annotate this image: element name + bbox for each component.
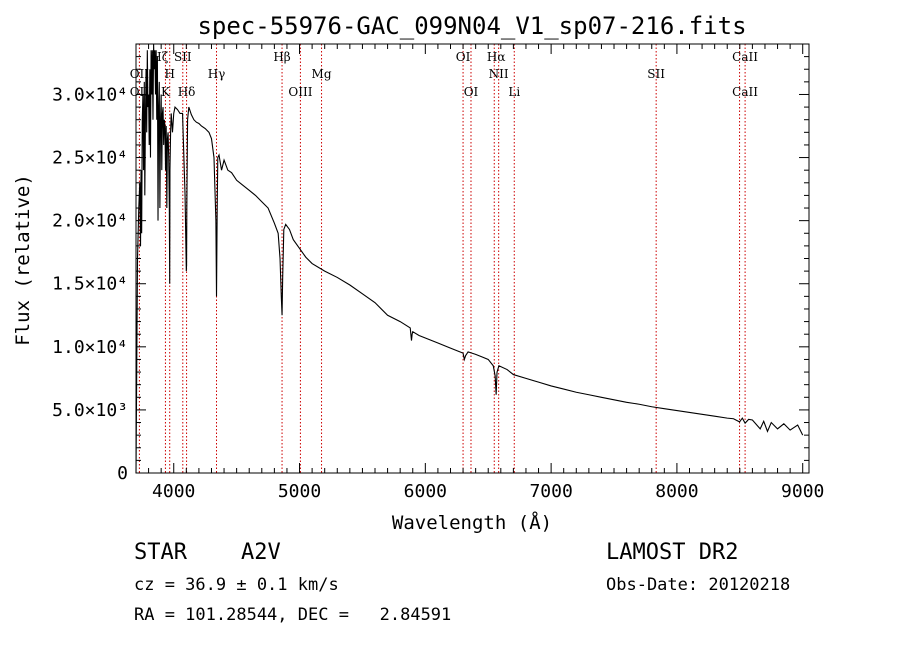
y-axis: 0 5.0×10³ 1.0×10⁴ 1.5×10⁴ 2.0×10⁴ 2.5×10⁴ 3.0×… — [52, 43, 809, 484]
spectral-line-labels: HζOIIOIIHKSIIHδHγHβOIIIMgOIOIHαNIILiSIIC… — [130, 50, 759, 99]
line-marker-label: OII — [130, 67, 150, 81]
line-marker-label: Li — [508, 85, 520, 99]
x-tick-label: 4000 — [152, 481, 195, 502]
line-marker-label: Hα — [487, 50, 506, 64]
line-marker-label: NII — [489, 67, 509, 81]
ra-dec-coordinates: RA = 101.28544, DEC = 2.84591 — [134, 605, 451, 625]
line-marker-label: CaII — [732, 85, 758, 99]
plot-frame — [135, 43, 810, 474]
y-tick-label: 3.0×10⁴ — [52, 84, 128, 105]
spectral-line-markers — [138, 44, 746, 473]
y-tick-label: 1.5×10⁴ — [52, 274, 128, 295]
x-tick-label: 6000 — [404, 481, 447, 502]
line-marker-label: SII — [647, 67, 665, 81]
line-marker-label: Mg — [312, 67, 332, 81]
line-marker-label: Hβ — [273, 50, 290, 64]
x-tick-label: 8000 — [655, 481, 698, 502]
line-marker-label: SII — [174, 50, 192, 64]
footer-info: STAR A2V cz = 36.9 ± 0.1 km/s RA = 101.2… — [134, 540, 790, 625]
line-marker-label: OIII — [288, 85, 312, 99]
x-tick-label: 7000 — [529, 481, 572, 502]
line-marker-label: Hγ — [208, 67, 226, 81]
line-marker-label: K — [161, 85, 171, 99]
observation-date: Obs-Date: 20120218 — [606, 575, 790, 595]
y-tick-label: 1.0×10⁴ — [52, 337, 128, 358]
spectrum-line — [135, 43, 804, 474]
x-tick-label: 9000 — [781, 481, 824, 502]
line-marker-label: OI — [464, 85, 479, 99]
line-marker-label: Hδ — [178, 85, 196, 99]
line-marker-label: OI — [456, 50, 471, 64]
line-marker-label: CaII — [732, 50, 758, 64]
x-tick-label: 5000 — [278, 481, 321, 502]
y-tick-label: 0 — [117, 463, 128, 484]
x-axis: 4000 5000 6000 7000 8000 9000 — [135, 44, 824, 502]
redshift-value: cz = 36.9 ± 0.1 km/s — [134, 575, 339, 595]
y-axis-label: Flux (relative) — [12, 174, 34, 346]
survey-name: LAMOST DR2 — [606, 540, 738, 565]
y-tick-label: 2.0×10⁴ — [52, 211, 128, 232]
x-axis-label: Wavelength (Å) — [392, 511, 552, 534]
spectral-subclass: A2V — [241, 540, 281, 565]
object-class: STAR — [134, 540, 188, 565]
y-tick-label: 5.0×10³ — [52, 400, 128, 421]
line-marker-label: H — [164, 67, 174, 81]
chart-title: spec-55976-GAC_099N04_V1_sp07-216.fits — [197, 12, 746, 40]
y-tick-label: 2.5×10⁴ — [52, 148, 128, 169]
